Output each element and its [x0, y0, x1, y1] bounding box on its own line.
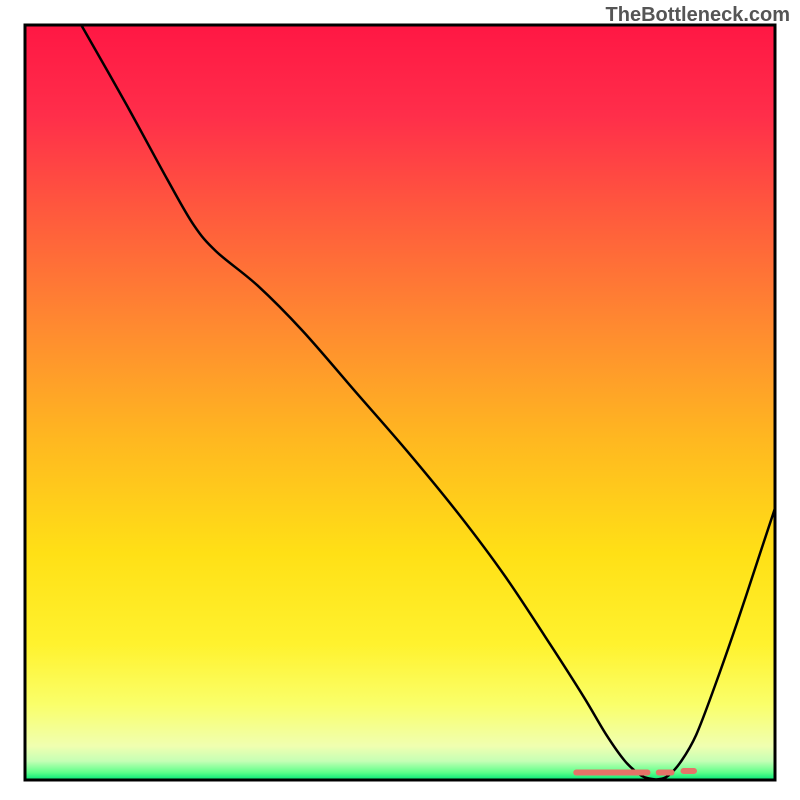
- bottleneck-curve-chart: [0, 0, 800, 800]
- watermark-text: TheBottleneck.com: [606, 4, 790, 27]
- chart-container: TheBottleneck.com: [0, 0, 800, 800]
- plot-background: [25, 25, 775, 780]
